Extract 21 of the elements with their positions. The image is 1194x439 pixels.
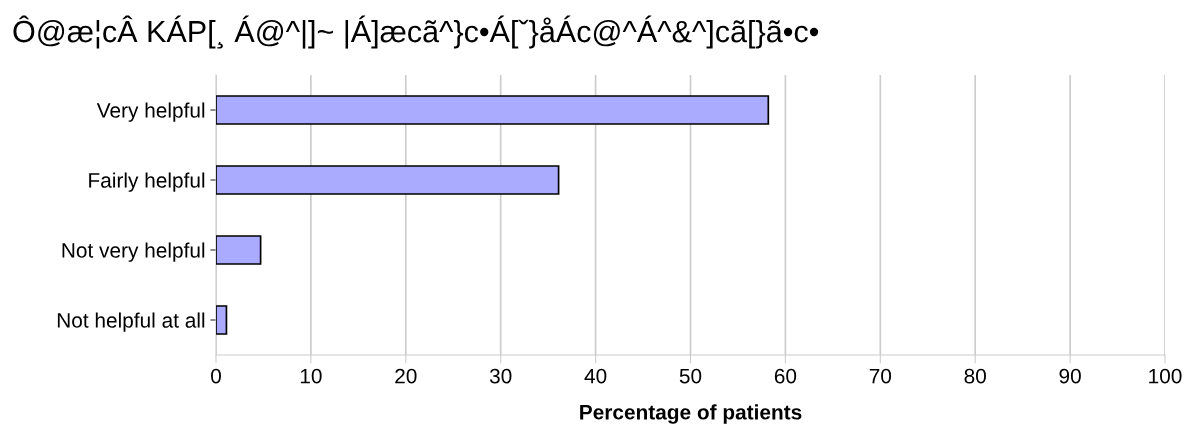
chart-title: Ô@æ¦cÂ KÁP[¸ Á@^|]~ |Á]æcã^}c•Á[ˇ}åÁc@^Á^&^]cã[}ã•c• (13, 15, 819, 49)
bar (216, 305, 228, 335)
x-tick-label: 10 (300, 368, 322, 384)
x-tick-label: 70 (869, 368, 892, 384)
bar (216, 95, 770, 125)
x-tick-label: 20 (395, 368, 417, 384)
x-tick-label: 90 (1059, 368, 1081, 384)
y-tick-label: Not very helpful (62, 242, 205, 262)
y-tick-label: Not helpful at all (57, 312, 205, 332)
x-tick-label: 40 (584, 368, 607, 384)
x-tick-label: 50 (679, 368, 702, 384)
x-tick-label: 80 (964, 368, 986, 384)
bar (216, 235, 262, 265)
x-tick-label: 60 (774, 368, 797, 384)
x-tick-label: 0 (211, 368, 221, 384)
bar (216, 165, 560, 195)
y-tick-label: Fairly helpful (89, 172, 205, 192)
y-tick-label: Very helpful (96, 102, 205, 122)
x-axis-title: Percentage of patients (580, 404, 802, 424)
x-tick-label: 100 (1149, 368, 1182, 384)
x-tick-label: 30 (489, 368, 512, 384)
